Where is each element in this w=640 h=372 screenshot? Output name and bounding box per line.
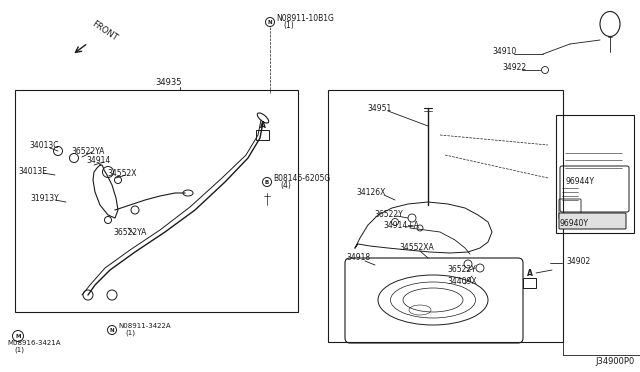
Text: 96944Y: 96944Y: [566, 176, 595, 186]
Text: N: N: [268, 19, 272, 25]
Bar: [556, 115, 634, 233]
Text: 34902: 34902: [566, 257, 590, 266]
FancyBboxPatch shape: [559, 213, 626, 229]
Text: 36522Y: 36522Y: [374, 209, 403, 218]
Bar: [15, 90, 298, 312]
Text: (1): (1): [14, 347, 24, 353]
Text: 34935: 34935: [155, 77, 182, 87]
Text: 34914+A: 34914+A: [383, 221, 419, 230]
Text: 34914: 34914: [86, 155, 110, 164]
Text: B08146-6205G: B08146-6205G: [273, 173, 330, 183]
Text: (1): (1): [125, 330, 135, 336]
Text: N: N: [109, 327, 115, 333]
Bar: [256, 130, 269, 140]
Text: A: A: [527, 269, 532, 278]
Text: 34910: 34910: [492, 46, 516, 55]
Text: 36522YA: 36522YA: [113, 228, 147, 237]
Text: 36522Y: 36522Y: [447, 264, 476, 273]
Text: M: M: [15, 334, 20, 339]
Text: 34552X: 34552X: [107, 169, 136, 177]
Text: 36522YA: 36522YA: [71, 147, 104, 155]
Bar: [523, 278, 536, 288]
Text: 96940Y: 96940Y: [560, 218, 589, 228]
Bar: [328, 90, 563, 342]
Text: 34552XA: 34552XA: [399, 244, 434, 253]
Text: 34013C: 34013C: [29, 141, 58, 150]
Text: 31913Y: 31913Y: [30, 193, 59, 202]
Text: M08916-3421A: M08916-3421A: [7, 340, 61, 346]
Text: (1): (1): [283, 20, 294, 29]
Text: 34409X: 34409X: [447, 278, 477, 286]
Text: 34126X: 34126X: [356, 187, 385, 196]
Text: J34900P0: J34900P0: [596, 357, 635, 366]
Text: 34013E: 34013E: [18, 167, 47, 176]
Text: (4): (4): [280, 180, 291, 189]
Text: B: B: [265, 180, 269, 185]
Text: 34922: 34922: [502, 62, 526, 71]
Text: 34918: 34918: [346, 253, 370, 263]
Text: A: A: [260, 121, 266, 129]
Text: N08911-10B1G: N08911-10B1G: [276, 13, 334, 22]
Text: N08911-3422A: N08911-3422A: [118, 323, 171, 329]
Text: FRONT: FRONT: [90, 19, 119, 43]
Text: 34951: 34951: [367, 103, 391, 112]
